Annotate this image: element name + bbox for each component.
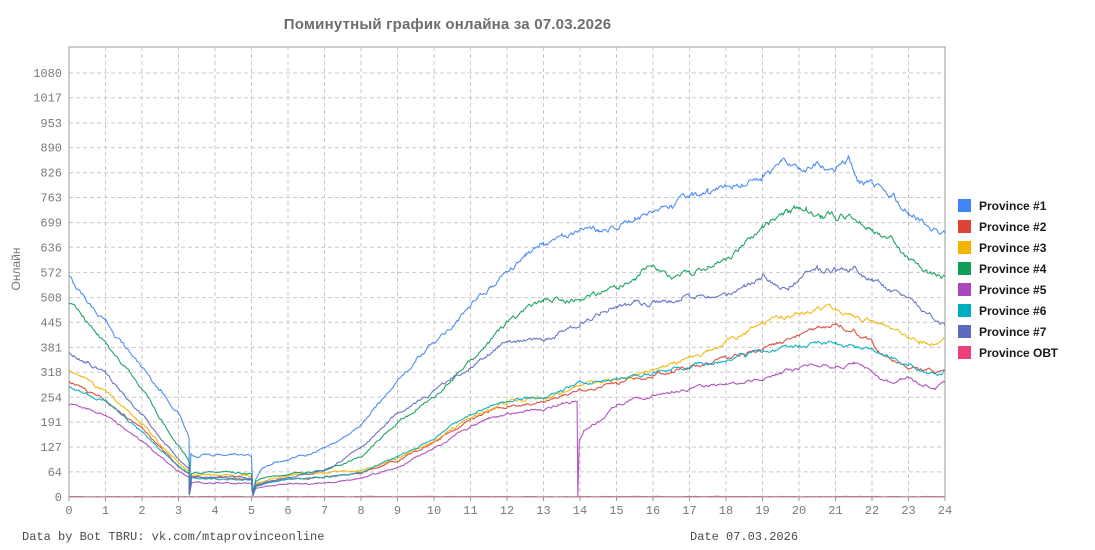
- y-tick-label: 572: [40, 266, 62, 280]
- legend-item: Province #3: [958, 240, 1058, 255]
- x-tick-label: 10: [427, 504, 441, 518]
- y-tick-label: 699: [40, 217, 62, 231]
- x-tick-label: 11: [463, 504, 477, 518]
- legend-item: Province #2: [958, 219, 1058, 234]
- y-tick-label: 0: [55, 491, 62, 505]
- x-tick-label: 23: [901, 504, 915, 518]
- y-tick-label: 890: [40, 142, 62, 156]
- x-tick-label: 12: [500, 504, 514, 518]
- chart-title: Поминутный график онлайна за 07.03.2026: [283, 16, 612, 33]
- legend-item: Province ОВТ: [958, 345, 1058, 360]
- legend-item: Province #1: [958, 198, 1058, 213]
- x-tick-label: 17: [682, 504, 696, 518]
- legend-item: Province #4: [958, 261, 1058, 276]
- y-tick-label: 64: [48, 466, 62, 480]
- legend-label: Province #4: [979, 261, 1047, 276]
- y-tick-label: 1017: [33, 92, 62, 106]
- x-tick-label: 21: [828, 504, 842, 518]
- x-tick-label: 6: [284, 504, 291, 518]
- legend-swatch: [958, 199, 971, 212]
- y-tick-label: 508: [40, 292, 62, 306]
- legend-swatch: [958, 262, 971, 275]
- y-tick-label: 381: [40, 341, 62, 355]
- x-tick-label: 4: [211, 504, 218, 518]
- legend-swatch: [958, 283, 971, 296]
- y-tick-label: 1080: [33, 67, 62, 81]
- x-tick-label: 14: [573, 504, 587, 518]
- x-tick-label: 13: [536, 504, 550, 518]
- legend-label: Province #3: [979, 240, 1047, 255]
- legend-label: Province #1: [979, 198, 1047, 213]
- x-tick-label: 5: [248, 504, 255, 518]
- x-tick-label: 0: [65, 504, 72, 518]
- legend-label: Province #2: [979, 219, 1047, 234]
- y-tick-label: 318: [40, 366, 62, 380]
- x-tick-label: 20: [792, 504, 806, 518]
- y-tick-label: 254: [40, 391, 62, 405]
- legend-label: Province #6: [979, 303, 1047, 318]
- y-tick-label: 763: [40, 191, 62, 205]
- y-tick-label: 953: [40, 117, 62, 131]
- x-tick-label: 9: [394, 504, 401, 518]
- x-tick-label: 24: [938, 504, 952, 518]
- x-tick-label: 8: [357, 504, 364, 518]
- x-tick-label: 22: [865, 504, 879, 518]
- y-tick-label: 445: [40, 316, 62, 330]
- y-tick-label: 636: [40, 241, 62, 255]
- legend: Province #1 Province #2 Province #3 Provinc…: [958, 199, 1058, 367]
- legend-item: Province #6: [958, 303, 1058, 318]
- legend-label: Province #7: [979, 324, 1047, 339]
- footer-credit: Data by Bot TBRU: vk.com/mtaprovinceonli…: [22, 530, 325, 544]
- y-tick-label: 826: [40, 167, 62, 181]
- x-tick-label: 19: [755, 504, 769, 518]
- legend-label: Province #5: [979, 282, 1047, 297]
- legend-swatch: [958, 304, 971, 317]
- y-tick-label: 127: [40, 441, 62, 455]
- legend-swatch: [958, 241, 971, 254]
- y-tick-label: 191: [40, 416, 62, 430]
- x-tick-label: 7: [321, 504, 328, 518]
- legend-item: Province #7: [958, 324, 1058, 339]
- x-tick-label: 16: [646, 504, 660, 518]
- legend-label: Province ОВТ: [979, 345, 1058, 360]
- legend-item: Province #5: [958, 282, 1058, 297]
- legend-swatch: [958, 220, 971, 233]
- x-tick-label: 18: [719, 504, 733, 518]
- legend-swatch: [958, 325, 971, 338]
- x-tick-label: 3: [175, 504, 182, 518]
- x-tick-label: 1: [102, 504, 109, 518]
- footer-date: Date 07.03.2026: [690, 530, 799, 544]
- x-tick-label: 15: [609, 504, 623, 518]
- legend-swatch: [958, 346, 971, 359]
- x-tick-label: 2: [138, 504, 145, 518]
